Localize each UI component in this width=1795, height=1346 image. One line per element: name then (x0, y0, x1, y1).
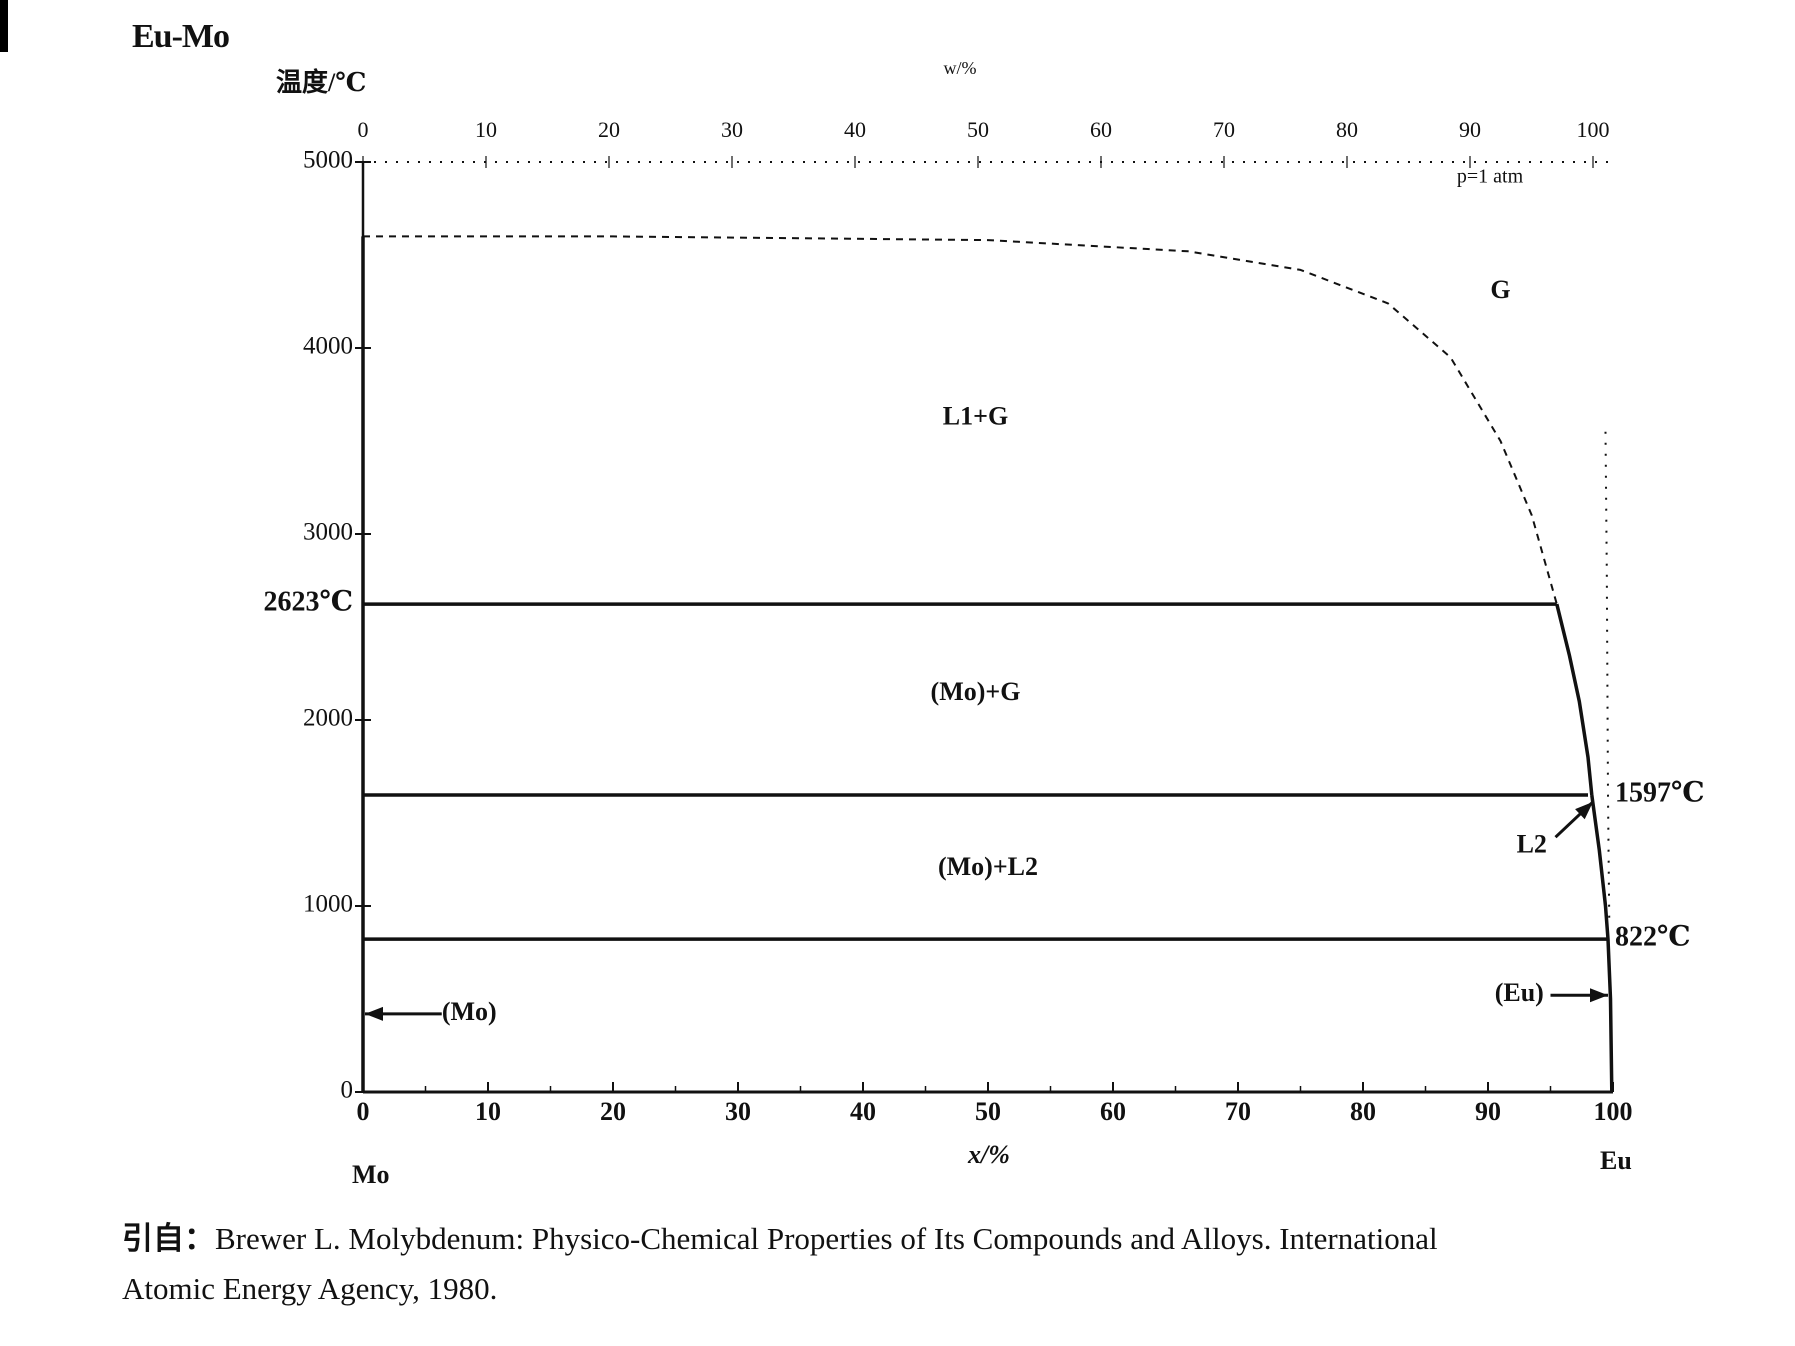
y-tick-label-3: 3000 (303, 519, 353, 546)
annotation-6: L2 (1517, 829, 1547, 858)
chart-title: Eu-Mo (132, 18, 230, 55)
y-tick-label-5: 5000 (303, 147, 353, 174)
x-axis-label: x/% (968, 1140, 1010, 1169)
top-tick-label-8: 80 (1336, 117, 1358, 142)
reference-text-1: Brewer L. Molybdenum: Physico-Chemical P… (215, 1221, 1438, 1256)
x-tick-label-1: 10 (475, 1097, 501, 1126)
arrow-l2-head (1575, 801, 1593, 820)
scan-edge-mark (0, 0, 8, 52)
top-tick-label-3: 30 (721, 117, 743, 142)
arrow-mo-head (365, 1006, 383, 1021)
top-tick-label-1: 10 (475, 117, 497, 142)
y-tick-label-2: 2000 (303, 705, 353, 732)
top-tick-label-5: 50 (967, 117, 989, 142)
y-tick-label-4: 4000 (303, 333, 353, 360)
top-axis-label: w/% (944, 58, 977, 78)
top-tick-label-7: 70 (1213, 117, 1235, 142)
annotation-0: L1+G (943, 402, 1008, 431)
annotation-2: (Mo)+G (931, 677, 1021, 706)
annotation-5: (Eu) (1495, 978, 1544, 1007)
x-tick-label-3: 30 (725, 1097, 751, 1126)
top-tick-label-2: 20 (598, 117, 620, 142)
component-left-label: Mo (352, 1160, 390, 1189)
x-tick-label-6: 60 (1100, 1097, 1126, 1126)
annotation-3: (Mo)+L2 (938, 852, 1038, 881)
top-tick-label-0: 0 (358, 117, 369, 142)
annotation-1: G (1490, 275, 1510, 304)
top-tick-label-6: 60 (1090, 117, 1112, 142)
phase-line-4 (1590, 794, 1614, 1093)
x-tick-label-2: 20 (600, 1097, 626, 1126)
reference-line-2: Atomic Energy Agency, 1980. (122, 1271, 498, 1306)
top-tick-label-9: 90 (1459, 117, 1481, 142)
phase-line-3 (1555, 603, 1594, 796)
reference-line-1: 引自：Brewer L. Molybdenum: Physico-Chemica… (122, 1214, 1782, 1264)
annotation-8: 1597℃ (1615, 777, 1705, 808)
pressure-note: p=1 atm (1457, 166, 1524, 188)
annotation-4: (Mo) (442, 997, 497, 1026)
reference-prefix: 引自： (122, 1221, 215, 1256)
arrow-eu-head (1590, 988, 1608, 1003)
annotation-9: 822℃ (1615, 922, 1691, 953)
x-tick-label-4: 40 (850, 1097, 876, 1126)
y-tick-label-1: 1000 (303, 891, 353, 918)
x-tick-label-9: 90 (1475, 1097, 1501, 1126)
x-tick-label-5: 50 (975, 1097, 1001, 1126)
top-tick-label-4: 40 (844, 117, 866, 142)
component-right-label: Eu (1600, 1146, 1632, 1175)
top-tick-label-10: 100 (1577, 117, 1610, 142)
annotation-7: 2623℃ (263, 587, 353, 618)
phase-line-8 (1604, 431, 1611, 925)
y-tick-label-0: 0 (341, 1077, 354, 1104)
x-tick-label-7: 70 (1225, 1097, 1251, 1126)
phase-line-6 (363, 235, 1558, 605)
y-axis-label: 温度/℃ (276, 68, 367, 97)
x-tick-label-8: 80 (1350, 1097, 1376, 1126)
x-tick-label-0: 0 (357, 1097, 370, 1126)
x-tick-label-10: 100 (1594, 1097, 1633, 1126)
